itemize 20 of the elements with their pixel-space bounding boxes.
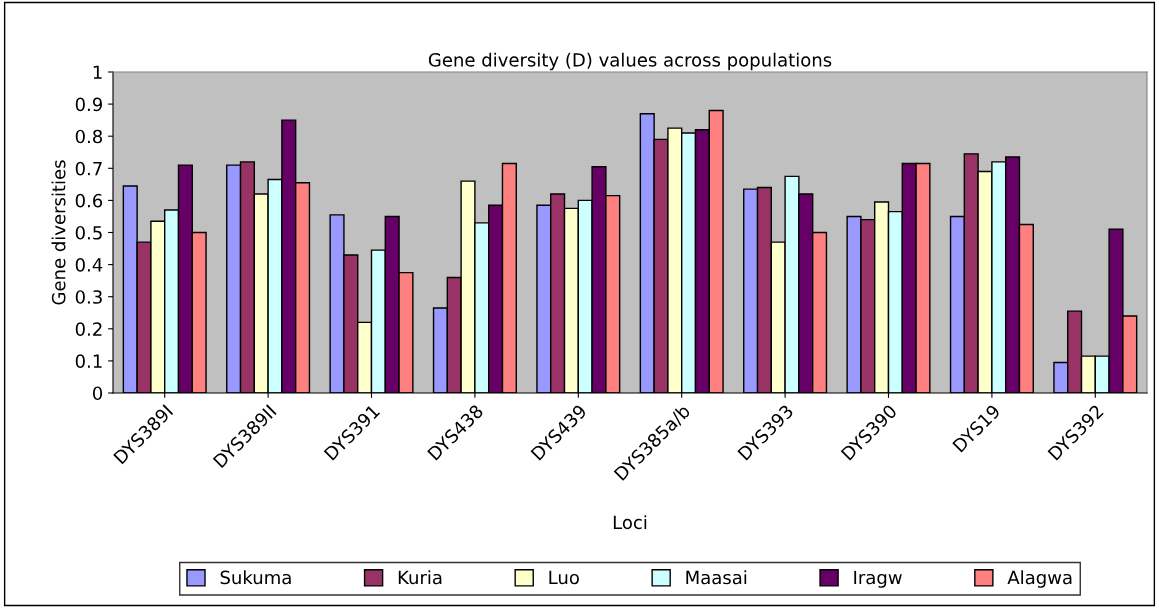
y-tick-label: 0.2	[75, 322, 102, 336]
y-tick-label: 1	[93, 65, 102, 79]
chart-title: Gene diversity (D) values across populations	[428, 52, 832, 71]
legend-label: Maasai	[686, 570, 747, 585]
legend-label: Iragw	[854, 570, 902, 588]
y-tick-label: 0.6	[75, 193, 103, 208]
y-tick-label: 0.1	[75, 354, 102, 369]
y-tick-label: 0.8	[75, 129, 103, 144]
y-tick-label: 0.7	[75, 161, 102, 176]
legend-label: Luo	[549, 570, 579, 585]
legend-label: Alagwa	[1007, 570, 1072, 588]
y-axis-title: Gene diversities	[51, 160, 66, 305]
x-axis-title: Loci	[613, 515, 647, 530]
y-tick-label: 0	[92, 386, 103, 401]
legend-label: Sukuma	[220, 570, 291, 585]
y-tick-label: 0.4	[75, 258, 103, 272]
y-tick-label: 0.9	[75, 97, 103, 112]
legend-label: Kuria	[398, 570, 442, 585]
y-tick-label: 0.3	[75, 290, 102, 304]
y-tick-label: 0.5	[75, 225, 102, 240]
